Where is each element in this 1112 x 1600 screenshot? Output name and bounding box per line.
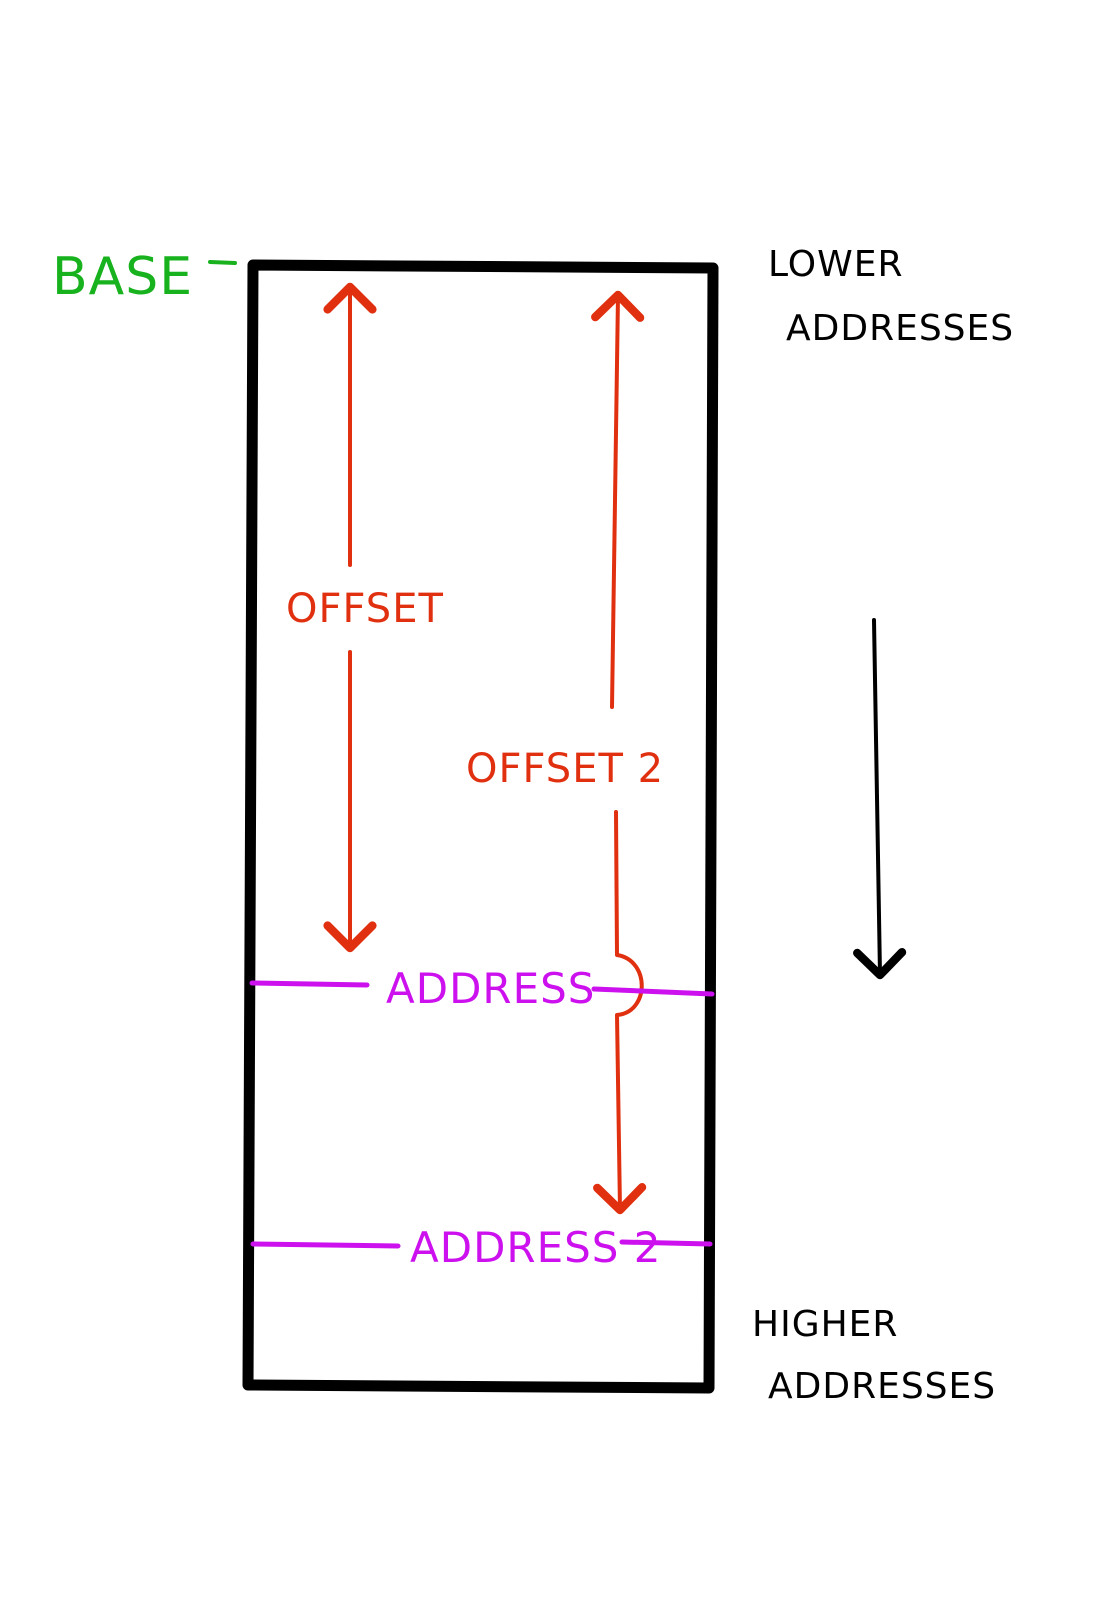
direction-arrow [853, 618, 907, 980]
offset2-label: OFFSET 2 [466, 746, 664, 792]
offset2-arrow-lower [593, 810, 647, 1215]
address-line-right [591, 986, 715, 997]
address-line-left [249, 980, 370, 988]
memory-block-outline [242, 259, 719, 1394]
address-label: ADDRESS [386, 964, 595, 1013]
address2-line-left [250, 1241, 401, 1249]
lower-addresses-line1: LOWER [768, 244, 903, 285]
offset2-arrow-upper [591, 290, 645, 709]
address2-label: ADDRESS 2 [410, 1223, 662, 1272]
base-tick [208, 260, 237, 265]
offset-label: OFFSET [286, 586, 444, 632]
address2-line-right [619, 1239, 713, 1247]
lower-addresses-line2: ADDRESSES [786, 308, 1014, 349]
base-label: BASE [52, 247, 193, 307]
higher-addresses-line2: ADDRESSES [768, 1366, 996, 1407]
higher-addresses-line1: HIGHER [752, 1304, 898, 1345]
